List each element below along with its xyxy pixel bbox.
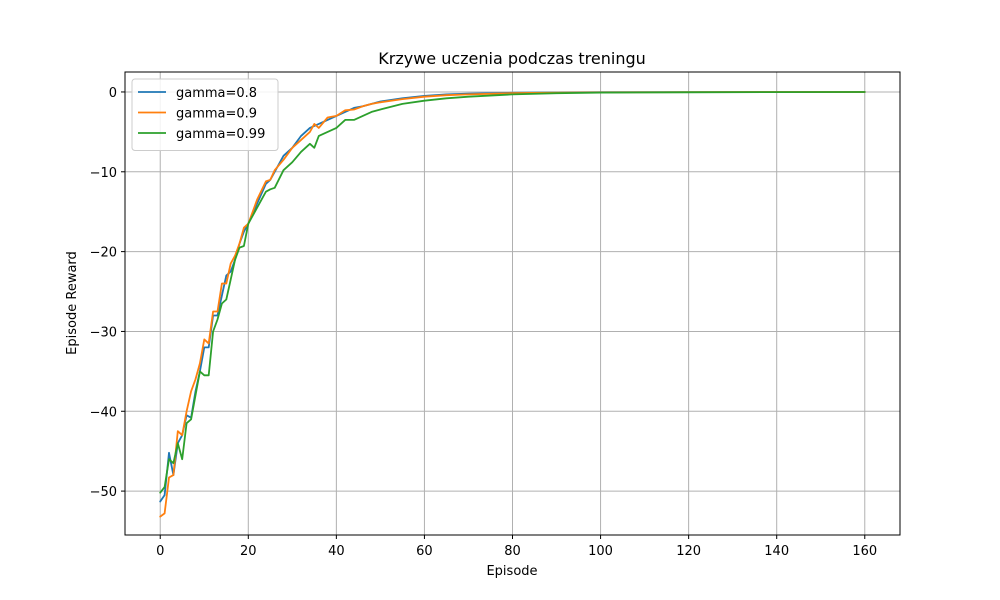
x-tick-label: 140 [764,544,789,559]
x-tick-label: 160 [852,544,877,559]
y-tick-label: −50 [90,485,117,500]
x-tick-label: 120 [676,544,701,559]
x-tick-label: 20 [240,544,257,559]
legend: gamma=0.8 gamma=0.9 gamma=0.99 [131,78,279,151]
y-tick-label: 0 [109,86,117,101]
x-tick-label: 80 [504,544,521,559]
y-axis-label: Episode Reward [65,251,80,355]
chart-title: Krzywe uczenia podczas treningu [378,49,646,68]
series-lines [159,91,866,518]
x-tick-label: 60 [416,544,433,559]
x-tick-label: 0 [156,544,164,559]
legend-label-2: gamma=0.9 [176,107,257,122]
legend-label-1: gamma=0.8 [176,86,257,101]
legend-box [131,78,279,151]
x-axis-label: Episode [486,564,537,579]
y-tick-label: −30 [90,325,117,340]
legend-label-3: gamma=0.99 [176,127,265,142]
x-tick-label: 100 [588,544,613,559]
grid [125,72,900,535]
y-tick-label: −10 [90,166,117,181]
axis-ticks: 0 20 40 60 80 100 120 140 160 0 −10 −20 −30 −40 −50 [90,86,878,559]
x-tick-label: 40 [328,544,345,559]
y-tick-label: −20 [90,246,117,261]
series-line-2 [159,91,866,518]
y-tick-label: −40 [90,405,117,420]
series-line-3 [159,91,866,494]
